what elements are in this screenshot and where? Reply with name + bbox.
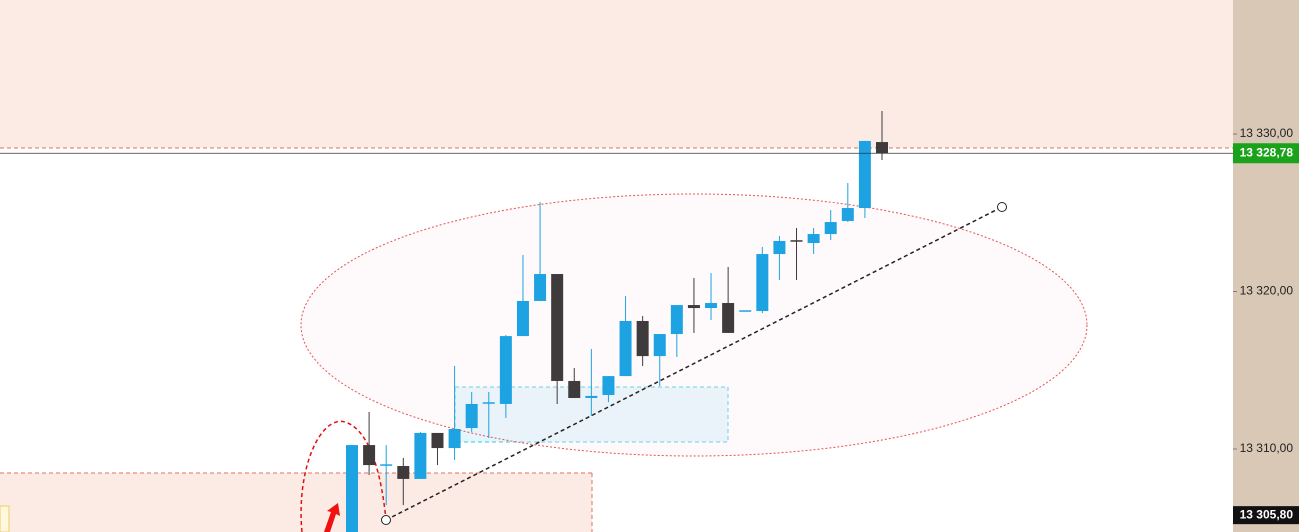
- candle-body: [687, 305, 700, 309]
- resistance-zone: [0, 0, 1233, 148]
- candle-body: [670, 305, 683, 335]
- curve-arrow: [300, 420, 387, 532]
- candle-body: [414, 432, 427, 479]
- marker-price-label: 13 305,80: [1240, 507, 1294, 521]
- price-axis: [1233, 0, 1299, 532]
- support-zone: [0, 473, 592, 532]
- y-tick-label: 13 330,00: [1240, 126, 1294, 140]
- note-marker: [0, 505, 10, 532]
- candle-body: [858, 140, 871, 209]
- candle-body: [756, 254, 769, 312]
- candle-body: [465, 403, 478, 429]
- marker-price-box: [1233, 506, 1299, 525]
- candle-body: [636, 320, 649, 357]
- candle-body: [534, 274, 547, 301]
- candle-body: [653, 334, 666, 357]
- candle-body: [568, 380, 581, 398]
- candle-body: [841, 208, 854, 221]
- trend-handle[interactable]: [997, 202, 1007, 212]
- candle-body: [602, 376, 615, 395]
- candle-body: [773, 240, 786, 255]
- candles: [0, 111, 1233, 532]
- trend-line: [385, 206, 1003, 521]
- candle-body: [431, 432, 444, 449]
- candle-body: [346, 445, 358, 532]
- last-price-label: 13 328,78: [1240, 145, 1294, 159]
- candle-body: [516, 300, 529, 337]
- candle-body: [499, 336, 512, 404]
- y-tick-label: 13 320,00: [1240, 284, 1294, 298]
- candle-body: [551, 274, 564, 381]
- candle-body: [722, 303, 735, 333]
- candle-body: [397, 466, 410, 479]
- candle-body: [585, 395, 598, 398]
- up-arrow: [324, 503, 340, 532]
- trend-handle[interactable]: [381, 515, 391, 525]
- candle-body: [824, 222, 837, 235]
- axis-labels: 13 330,00 13 320,00 13 310,00 13 328,78 13 3…: [1233, 126, 1299, 525]
- last-price-box: [1233, 143, 1299, 164]
- y-tick-label: 13 310,00: [1240, 441, 1294, 455]
- candle-body: [363, 445, 376, 466]
- candle-body: [448, 429, 461, 449]
- candle-body: [619, 320, 632, 377]
- candle-body: [876, 142, 888, 154]
- candle-body: [807, 234, 820, 244]
- candle-body: [705, 303, 718, 309]
